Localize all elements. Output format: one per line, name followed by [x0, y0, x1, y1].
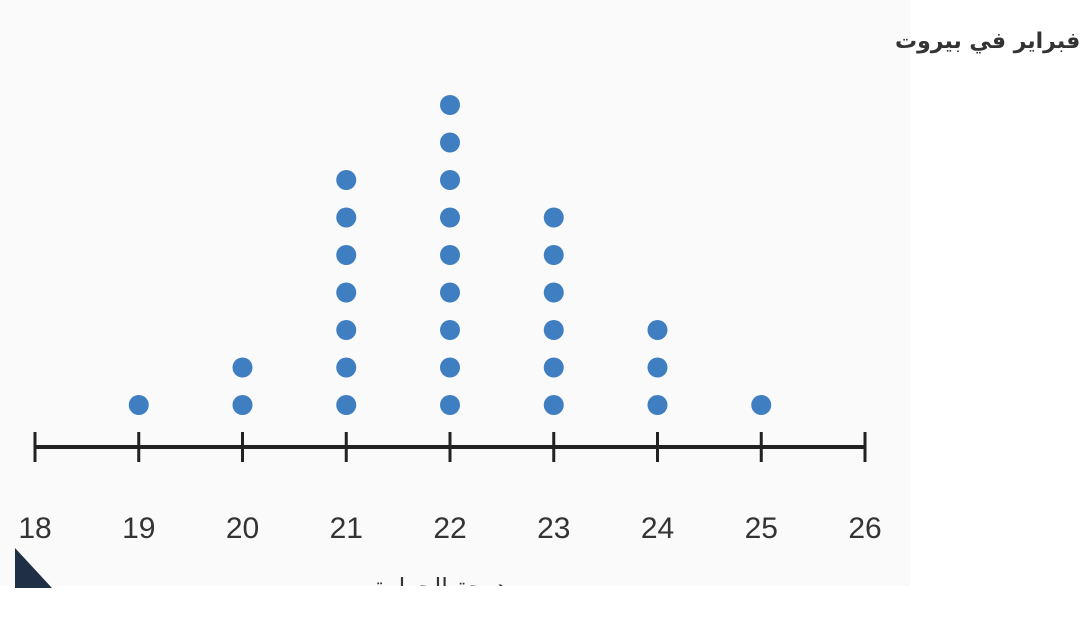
dot — [543, 207, 564, 228]
dot — [440, 132, 460, 153]
dot — [543, 282, 564, 303]
x-axis-label: درجة الحرارة — [374, 573, 505, 601]
x-tick-label: 25 — [745, 512, 778, 545]
dot-stack — [232, 357, 253, 415]
dot-stack — [751, 395, 772, 415]
dot — [336, 282, 357, 303]
dot-stack — [440, 95, 460, 415]
dot — [543, 245, 564, 265]
dot — [440, 282, 460, 303]
dot — [440, 395, 460, 415]
dot — [336, 320, 357, 340]
dot — [440, 95, 460, 115]
x-label-clip: درجة الحرارة — [374, 573, 505, 601]
dot — [647, 320, 668, 340]
dot — [543, 357, 564, 378]
x-tick-label: 23 — [537, 512, 570, 545]
x-tick-label: 26 — [848, 512, 881, 545]
dot-stack — [647, 320, 668, 415]
chart-title: أعلى درجة حرارة من كل يوم في شهر فبراير … — [895, 25, 1080, 54]
dot — [647, 395, 668, 415]
dot-stack — [543, 207, 564, 415]
dot — [440, 320, 460, 340]
dot-stack — [336, 170, 357, 415]
dot — [232, 395, 253, 415]
x-tick-label: 20 — [226, 512, 259, 545]
dot — [232, 357, 253, 378]
dot — [543, 395, 564, 415]
dot — [751, 395, 772, 415]
dot — [440, 357, 460, 378]
dot — [543, 320, 564, 340]
x-tick-label: 21 — [330, 512, 363, 545]
dot — [336, 245, 357, 265]
dot — [336, 357, 357, 378]
dot — [440, 245, 460, 265]
x-tick-label: 22 — [433, 512, 466, 545]
dot-stack — [128, 395, 149, 415]
x-tick-label: 18 — [18, 512, 51, 545]
dot — [440, 170, 460, 190]
dot — [440, 207, 460, 228]
dot — [128, 395, 149, 415]
corner-marker — [15, 548, 52, 588]
dot — [336, 170, 357, 190]
x-tick-label: 19 — [122, 512, 155, 545]
dot — [336, 207, 357, 228]
x-tick-label: 24 — [641, 512, 674, 545]
dot — [647, 357, 668, 378]
dot — [336, 395, 357, 415]
